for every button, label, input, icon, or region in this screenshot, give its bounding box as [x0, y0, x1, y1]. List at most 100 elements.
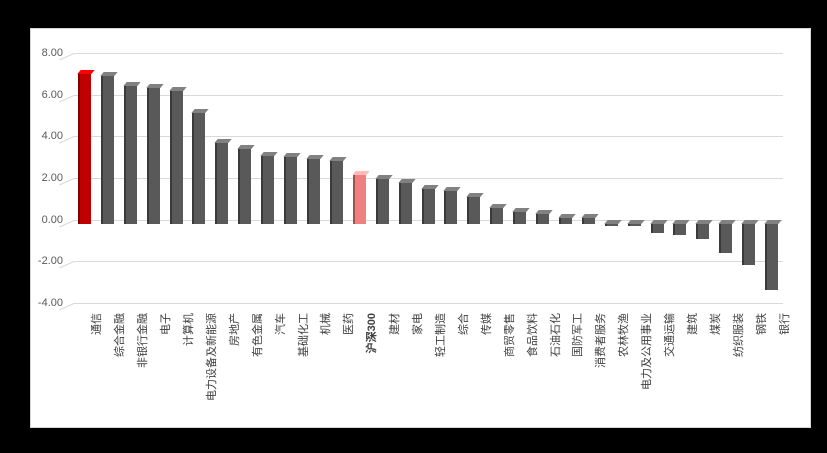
- bar-石油石化: [535, 210, 553, 224]
- x-category-label-银行: 银行: [778, 313, 791, 335]
- x-category-label-计算机: 计算机: [183, 313, 196, 346]
- bar-top-face: [443, 187, 462, 192]
- bar-家电: [397, 179, 416, 224]
- gridline: [73, 303, 783, 304]
- bar-沪深300: [352, 170, 370, 224]
- x-category-label-钢铁: 钢铁: [755, 313, 768, 335]
- x-category-label-通信: 通信: [91, 313, 104, 335]
- x-category-label-家电: 家电: [412, 313, 425, 335]
- bar-建筑: [672, 219, 691, 236]
- x-category-label-国防军工: 国防军工: [572, 313, 585, 357]
- bar-通信: [77, 69, 95, 224]
- x-category-label-食品饮料: 食品饮料: [526, 313, 539, 357]
- x-category-label-消费者服务: 消费者服务: [595, 313, 608, 368]
- x-category-label-交通运输: 交通运输: [664, 313, 677, 357]
- gridline: [73, 261, 783, 263]
- x-category-label-轻工制造: 轻工制造: [435, 313, 447, 357]
- bar-top-face: [260, 151, 278, 156]
- bar-农林牧渔: [604, 219, 622, 226]
- bar-top-face: [558, 214, 576, 219]
- x-category-label-电力设备及新能源: 电力设备及新能源: [205, 313, 218, 401]
- x-category-label-有色金属: 有色金属: [251, 313, 264, 357]
- bar-国防军工: [558, 214, 576, 224]
- bar-消费者服务: [581, 214, 599, 224]
- bar-top-face: [283, 153, 301, 157]
- bar-建材: [375, 174, 393, 224]
- gridline: [73, 178, 783, 179]
- bar-轻工制造: [420, 185, 439, 224]
- y-tick-label: 0.00: [41, 213, 63, 226]
- bar-top-face: [626, 219, 645, 224]
- bar-机械: [306, 155, 324, 224]
- bar-传媒: [466, 192, 484, 224]
- x-category-label-建材: 建材: [389, 313, 402, 335]
- y-tick-label: -2.00: [37, 255, 63, 268]
- bar-top-face: [375, 174, 393, 179]
- bar-top-face: [145, 84, 164, 89]
- bar-top-face: [77, 69, 95, 74]
- bar-top-face: [397, 179, 416, 184]
- bar-top-face: [100, 71, 118, 76]
- y-tick-label: 8.00: [41, 47, 63, 59]
- bar-银行: [764, 219, 782, 291]
- bar-电力设备及新能源: [191, 109, 210, 224]
- bar-电力及公用事业: [626, 219, 645, 226]
- bar-top-face: [718, 219, 736, 224]
- bar-煤炭: [695, 219, 714, 240]
- bar-top-face: [420, 185, 439, 190]
- bar-top-face: [191, 109, 210, 114]
- bar-有色金属: [237, 144, 255, 224]
- bar-top-face: [466, 192, 484, 197]
- bar-非银行金融: [123, 82, 141, 224]
- bar-top-face: [604, 219, 622, 224]
- bar-top-face: [764, 219, 782, 224]
- x-category-label-传媒: 传媒: [480, 313, 493, 335]
- bar-top-face: [168, 87, 187, 92]
- bar-top-face: [512, 208, 530, 213]
- x-category-label-综合金融: 综合金融: [114, 313, 127, 357]
- x-category-label-汽车: 汽车: [274, 313, 287, 335]
- x-category-label-建筑: 建筑: [686, 313, 699, 335]
- bar-汽车: [260, 151, 278, 224]
- bar-商贸零售: [489, 204, 507, 224]
- gridline: [73, 136, 783, 138]
- x-category-label-纺织服装: 纺织服装: [732, 313, 745, 357]
- x-category-label-石油石化: 石油石化: [549, 313, 562, 357]
- bar-top-face: [123, 82, 141, 87]
- y-tick-label: -4.00: [37, 297, 63, 309]
- bar-top-face: [214, 139, 233, 144]
- bar-纺织服装: [718, 219, 736, 253]
- bar-top-face: [329, 157, 347, 162]
- bar-top-face: [237, 144, 255, 149]
- bar-top-face: [672, 219, 691, 224]
- bar-top-face: [352, 170, 370, 175]
- x-category-label-机械: 机械: [320, 313, 333, 335]
- bar-top-face: [695, 219, 714, 224]
- bar-基础化工: [283, 153, 301, 224]
- x-category-label-基础化工: 基础化工: [297, 313, 310, 357]
- bar-综合: [443, 187, 462, 224]
- bar-钢铁: [741, 219, 759, 266]
- x-category-label-医药: 医药: [343, 313, 356, 335]
- x-category-label-商贸零售: 商贸零售: [503, 313, 516, 357]
- x-category-label-电子: 电子: [160, 313, 173, 335]
- x-category-label-电力及公用事业: 电力及公用事业: [641, 313, 654, 390]
- plot-area: 8.00 6.00 4.00 2.00 0.00 -2.00 -4.00 通信 综合金融 非银行金…: [38, 47, 791, 401]
- chart-panel: 8.00 6.00 4.00 2.00 0.00 -2.00 -4.00 通信 综合金融 非银行金…: [30, 28, 811, 428]
- bar-计算机: [168, 87, 187, 224]
- x-category-label-煤炭: 煤炭: [709, 313, 722, 335]
- y-tick-label: 6.00: [41, 88, 63, 101]
- bar-电子: [145, 84, 164, 224]
- bar-房地产: [214, 139, 233, 224]
- y-tick-label: 4.00: [41, 130, 63, 143]
- bar-医药: [329, 157, 347, 224]
- bar-综合金融: [100, 71, 118, 224]
- bar-交通运输: [649, 219, 668, 234]
- y-tick-label: 2.00: [41, 172, 63, 184]
- bar-食品饮料: [512, 208, 530, 224]
- bar-top-face: [741, 219, 759, 224]
- gridline: [73, 53, 783, 54]
- bar-top-face: [649, 219, 668, 224]
- x-category-label-综合: 综合: [457, 313, 470, 335]
